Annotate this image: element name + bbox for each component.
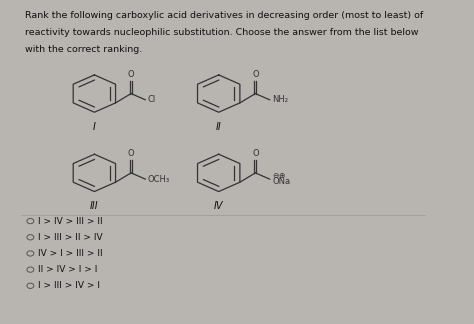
Text: I: I bbox=[93, 122, 96, 132]
Text: O: O bbox=[128, 70, 134, 79]
Text: I > IV > III > II: I > IV > III > II bbox=[38, 217, 102, 226]
Text: I > III > II > IV: I > III > II > IV bbox=[38, 233, 102, 242]
Text: O: O bbox=[252, 149, 259, 158]
Text: II > IV > I > I: II > IV > I > I bbox=[38, 265, 97, 274]
Text: IV > I > III > II: IV > I > III > II bbox=[38, 249, 102, 258]
Text: reactivity towards nucleophilic substitution. Choose the answer from the list be: reactivity towards nucleophilic substitu… bbox=[25, 28, 419, 37]
Text: with the correct ranking.: with the correct ranking. bbox=[25, 45, 142, 54]
Text: O: O bbox=[128, 149, 134, 158]
Text: IV: IV bbox=[214, 201, 223, 211]
Text: III: III bbox=[90, 201, 99, 211]
Text: I > III > IV > I: I > III > IV > I bbox=[38, 281, 100, 290]
Text: ONa: ONa bbox=[272, 177, 290, 186]
Text: Cl: Cl bbox=[148, 95, 156, 104]
Text: O: O bbox=[252, 70, 259, 79]
Text: Rank the following carboxylic acid derivatives in decreasing order (most to leas: Rank the following carboxylic acid deriv… bbox=[25, 11, 423, 20]
Text: II: II bbox=[216, 122, 221, 132]
Text: OCH₃: OCH₃ bbox=[148, 175, 170, 184]
Text: NH₂: NH₂ bbox=[272, 95, 288, 104]
Text: ⊖: ⊖ bbox=[272, 170, 278, 179]
Text: ⊕: ⊕ bbox=[279, 170, 285, 179]
